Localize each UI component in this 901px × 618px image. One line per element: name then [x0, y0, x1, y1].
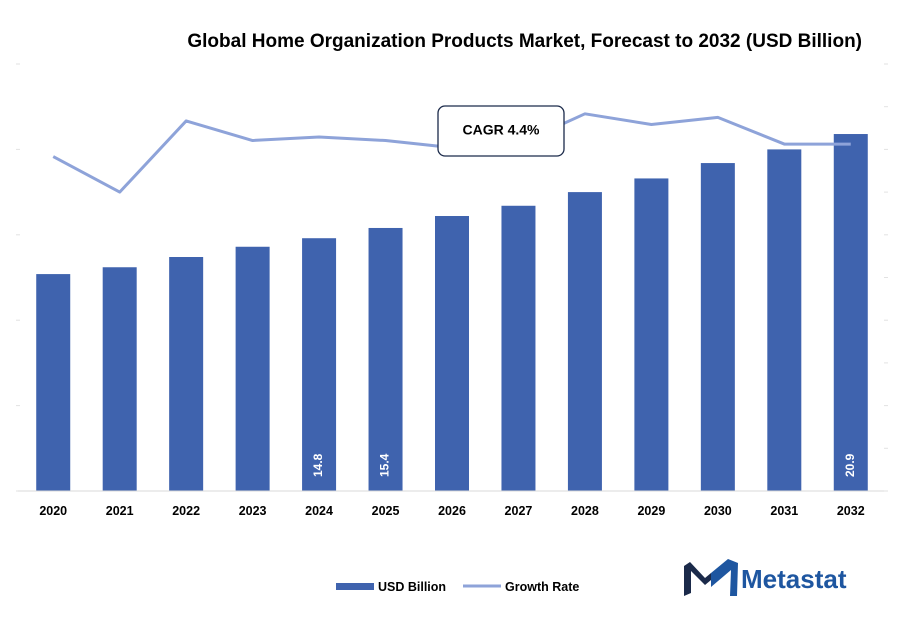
x-tick-label-2028: 2028	[571, 504, 599, 518]
x-tick-label-2029: 2029	[637, 504, 665, 518]
x-axis-tick-labels: 2020 2021 2022 2023 2024 2025 2026 2027 2028 2029…	[39, 504, 864, 518]
x-tick-label-2021: 2021	[106, 504, 134, 518]
bar-2022	[169, 257, 204, 491]
brand-name: Metastat	[741, 564, 847, 594]
bar-2021	[102, 267, 137, 491]
cagr-callout-text: CAGR 4.4%	[462, 122, 540, 138]
right-axis-ticks	[884, 63, 888, 492]
x-tick-label-2032: 2032	[837, 504, 865, 518]
logo-left-stroke	[684, 562, 711, 596]
bar-2023	[235, 246, 270, 491]
x-tick-label-2027: 2027	[505, 504, 533, 518]
bar-2026	[435, 216, 469, 491]
legend-item-growth-rate: Growth Rate	[463, 580, 579, 594]
x-tick-label-2026: 2026	[438, 504, 466, 518]
bar-2028	[567, 192, 602, 491]
x-tick-label-2022: 2022	[172, 504, 200, 518]
metastat-m-logo-icon	[684, 559, 738, 596]
legend-label-usd-billion: USD Billion	[378, 580, 446, 594]
bar-series-usd-billion	[36, 134, 868, 491]
brand-logo: Metastat	[684, 559, 847, 596]
x-tick-label-2030: 2030	[704, 504, 732, 518]
x-tick-label-2025: 2025	[372, 504, 400, 518]
bar-2024	[302, 238, 337, 491]
bar-2032	[833, 134, 868, 491]
bar-data-label-2024: 14.8	[311, 453, 325, 477]
chart-title: Global Home Organization Products Market…	[187, 31, 862, 52]
legend: USD Billion Growth Rate	[336, 580, 579, 594]
logo-right-stroke	[711, 559, 738, 596]
x-tick-label-2020: 2020	[39, 504, 67, 518]
legend-swatch-usd-billion	[336, 583, 374, 590]
legend-item-usd-billion: USD Billion	[336, 580, 446, 594]
bar-data-label-2025: 15.4	[378, 453, 392, 477]
x-tick-label-2023: 2023	[239, 504, 267, 518]
cagr-callout: CAGR 4.4%	[437, 105, 565, 157]
left-axis-ticks	[16, 63, 20, 492]
x-tick-label-2024: 2024	[305, 504, 333, 518]
cagr-callout-box	[437, 105, 565, 157]
legend-label-growth-rate: Growth Rate	[505, 580, 579, 594]
bar-2029	[634, 178, 669, 491]
bar-2030	[700, 163, 735, 491]
bar-2020	[36, 274, 71, 491]
bar-data-labels: 14.8 15.4 20.9	[311, 453, 857, 477]
bar-2031	[767, 149, 802, 491]
bar-2025	[368, 227, 403, 491]
x-tick-label-2031: 2031	[770, 504, 798, 518]
bar-data-label-2032: 20.9	[843, 453, 857, 477]
bar-2027	[501, 205, 536, 491]
